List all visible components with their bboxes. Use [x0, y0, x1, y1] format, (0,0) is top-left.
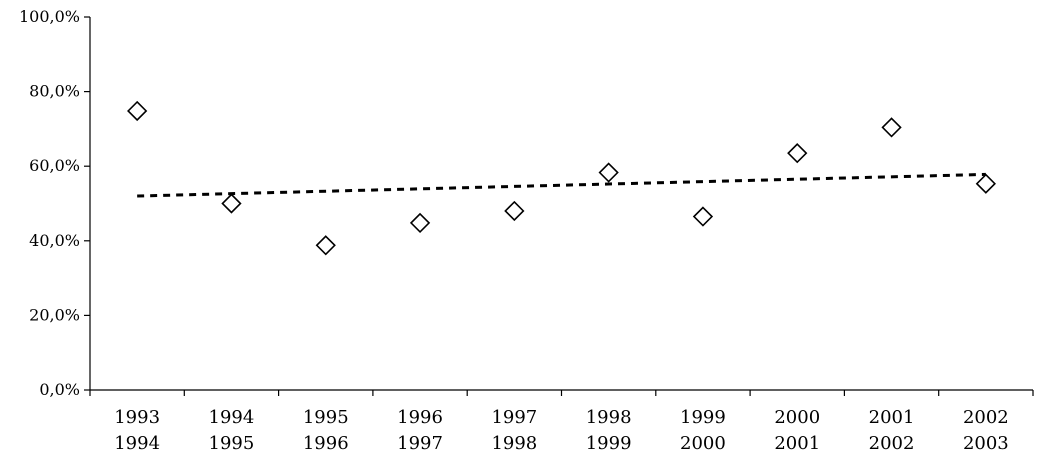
x-tick-label: 1997 1998: [491, 407, 537, 454]
x-tick-label-line: 2001: [869, 407, 915, 428]
x-tick-label: 1999 2000: [680, 407, 726, 454]
trendline-layer: [137, 172, 986, 198]
x-tick-label-line: 1994: [114, 433, 160, 454]
data-points: [127, 100, 996, 256]
data-point-diamond: [598, 162, 619, 183]
data-point-diamond: [975, 173, 996, 194]
x-tick-label-line: 2000: [774, 407, 820, 428]
x-tick-label-line: 1997: [397, 433, 443, 454]
data-point-diamond: [315, 235, 336, 256]
y-tick-label: 80,0%: [29, 82, 80, 101]
y-axis-labels: 0,0% 20,0% 40,0% 60,0% 80,0% 100,0%: [19, 7, 80, 399]
data-point-diamond: [127, 100, 148, 122]
x-tick-label-line: 1996: [303, 433, 349, 454]
x-tick-label-line: 1999: [680, 407, 726, 428]
x-tick-label: 2000 2001: [774, 407, 820, 454]
x-tick-label-line: 1993: [114, 407, 160, 428]
x-tick-label: 2002 2003: [963, 407, 1009, 454]
x-tick-label-line: 2002: [869, 433, 915, 454]
y-tick-label: 20,0%: [29, 305, 80, 324]
y-tick-label: 40,0%: [29, 231, 80, 250]
x-tick-label-line: 1998: [586, 407, 632, 428]
x-tick-label: 1993 1994: [114, 407, 160, 454]
x-tick-label: 1995 1996: [303, 407, 349, 454]
data-point-diamond: [409, 212, 431, 234]
x-tick-label: 1996 1997: [397, 407, 443, 454]
x-tick-label: 1994 1995: [209, 407, 255, 454]
data-point-diamond: [221, 193, 242, 214]
x-tick-label-line: 2003: [963, 433, 1009, 454]
y-tick-label: 60,0%: [29, 156, 80, 175]
x-tick-label-line: 1995: [209, 433, 255, 454]
trendline: [137, 172, 986, 198]
x-tick-label: 2001 2002: [869, 407, 915, 454]
axes: [84, 16, 1034, 396]
x-tick-label-line: 2001: [774, 433, 820, 454]
x-tick-label-line: 2000: [680, 433, 726, 454]
data-point-diamond: [692, 206, 714, 227]
x-tick-label-line: 1997: [491, 407, 537, 428]
data-point-diamond: [504, 200, 525, 222]
y-tick-label: 100,0%: [19, 7, 80, 26]
x-tick-label: 1998 1999: [586, 407, 632, 454]
x-tick-label-line: 1998: [491, 433, 537, 454]
y-tick-label: 0,0%: [39, 380, 80, 399]
x-tick-label-line: 1996: [397, 407, 443, 428]
x-tick-label-line: 2002: [963, 407, 1009, 428]
x-tick-label-line: 1999: [586, 433, 632, 454]
data-point-diamond: [787, 143, 808, 164]
x-axis-labels: 1993 1994 1994 1995 1995 1996 1996 1997 1997 1998…: [114, 407, 1009, 454]
x-tick-label-line: 1994: [209, 407, 255, 428]
data-point-diamond: [881, 117, 902, 138]
x-tick-label-line: 1995: [303, 407, 349, 428]
